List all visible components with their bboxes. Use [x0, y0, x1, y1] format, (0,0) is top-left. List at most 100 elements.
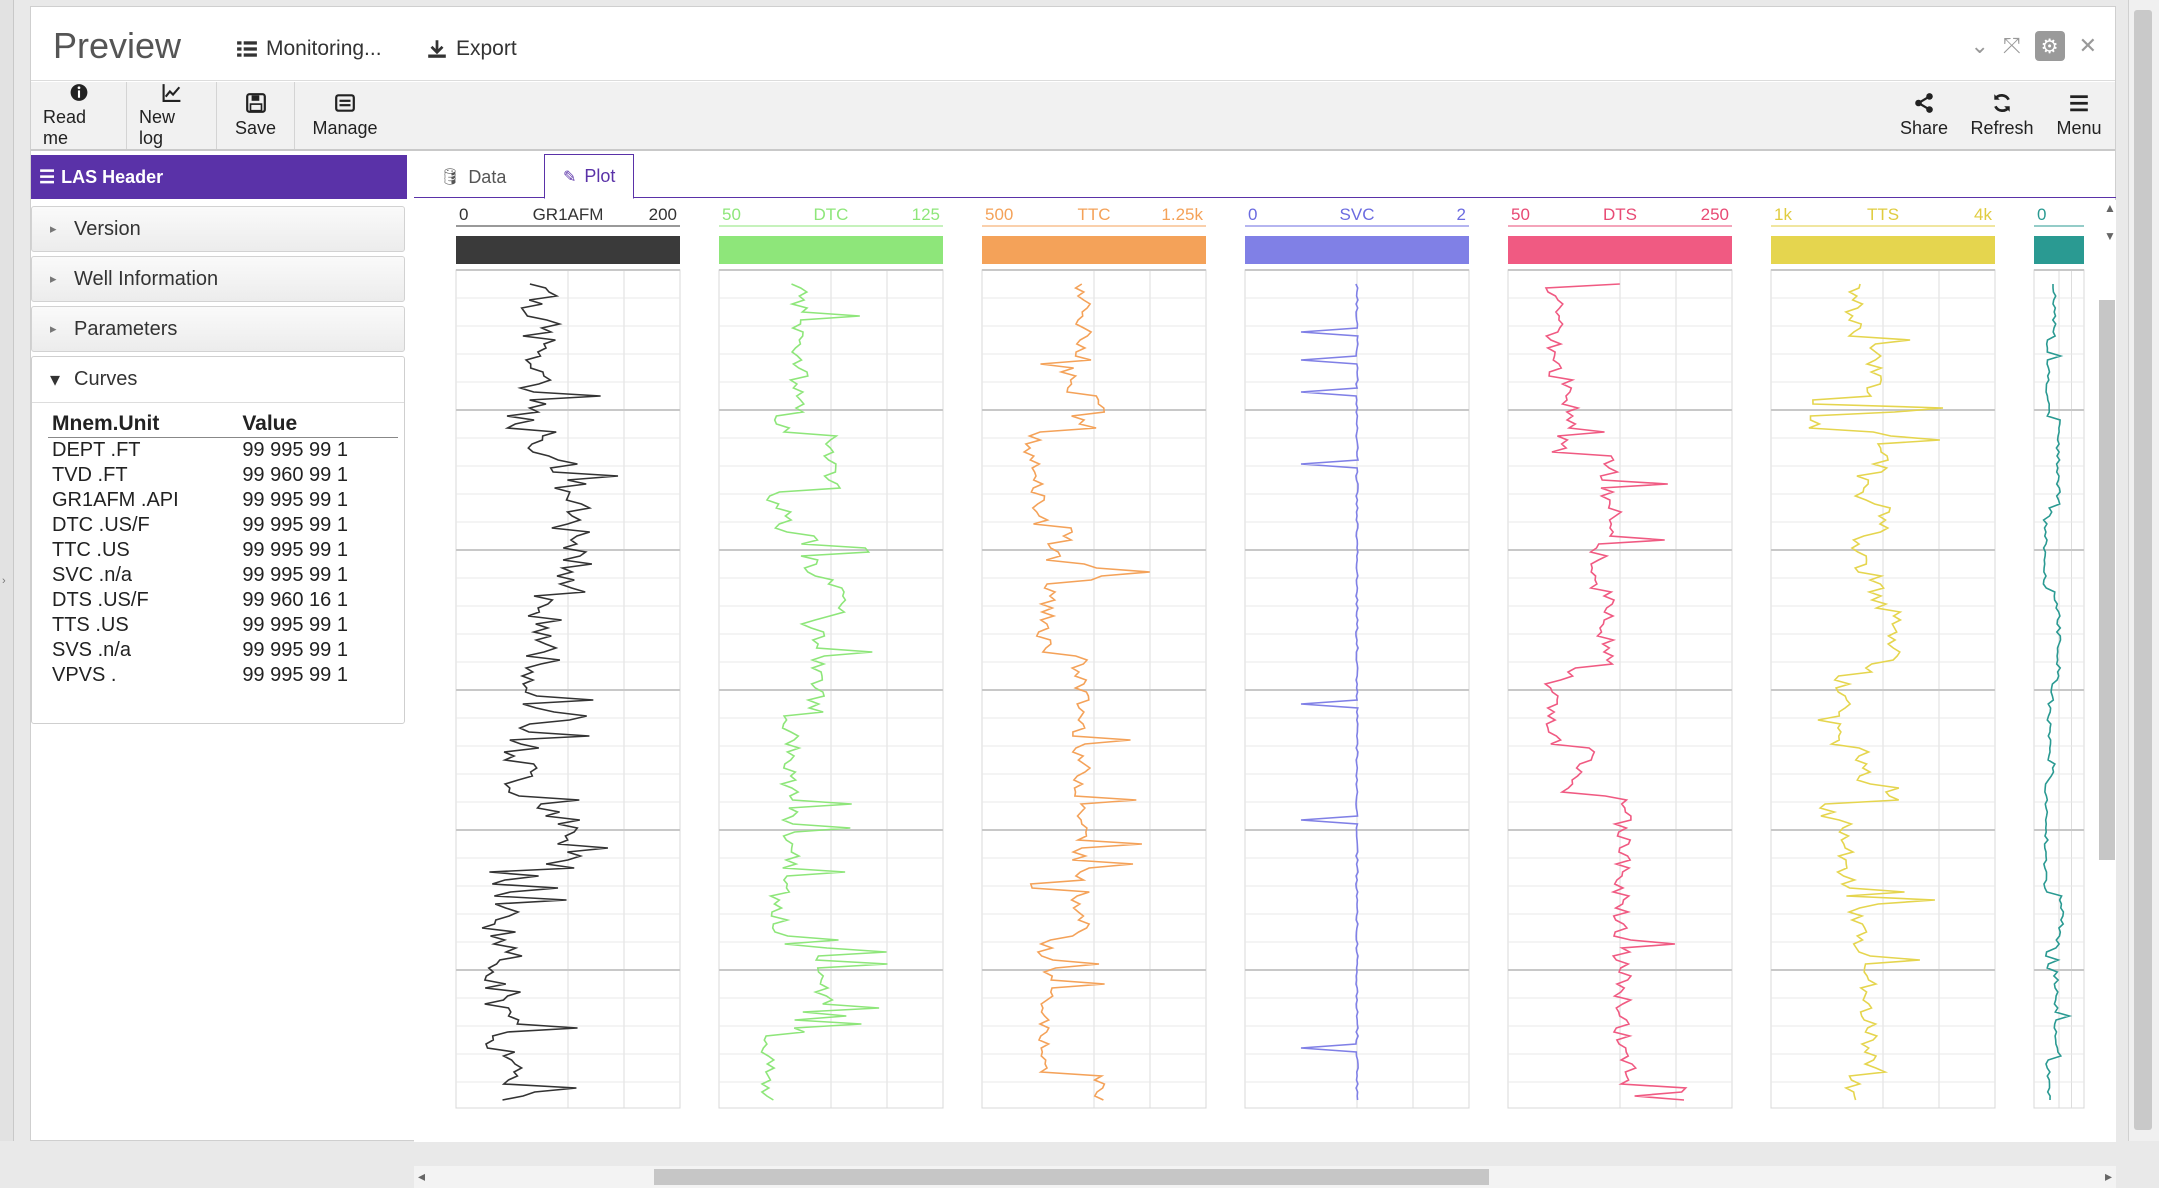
monitoring-label: Monitoring...: [266, 37, 382, 60]
read-me-button[interactable]: Read me: [31, 82, 127, 149]
value-cell: 99 995 99 1: [242, 664, 348, 686]
accordion-version[interactable]: ▸ Version: [31, 206, 405, 252]
read-me-label: Read me: [43, 107, 87, 148]
track-max-label: 2: [1457, 205, 1466, 224]
mnem-cell: TTS .US: [52, 614, 129, 636]
track-color-band: [1508, 236, 1732, 264]
hamburger-icon: [2070, 95, 2088, 112]
new-log-button[interactable]: New log: [127, 82, 217, 149]
track-max-label: 4k: [1974, 205, 1992, 224]
las-header-title: LAS Header: [61, 166, 164, 187]
track-name-label: DTS: [1603, 205, 1637, 224]
page-scrollbar[interactable]: [2128, 0, 2159, 1141]
mnem-cell: DTS .US/F: [52, 589, 149, 611]
track-color-band: [719, 236, 943, 264]
refresh-icon: [1994, 94, 2010, 112]
content-area: 🛢 Data ✎ Plot 0 GR1AFM 200 50 DTC 125 500 TTC 1.…: [414, 152, 2116, 1188]
chevron-down-icon[interactable]: ⌄: [1970, 33, 1989, 58]
track-min-label: 0: [2037, 205, 2046, 224]
accordion-well-information[interactable]: ▸ Well Information: [31, 256, 405, 302]
accordion-label: Curves: [74, 368, 138, 390]
track-dts: 50 DTS 250: [1507, 205, 1733, 1109]
track-name-label: GR1AFM: [533, 205, 604, 224]
page-scroll-thumb[interactable]: [2134, 10, 2152, 1130]
refresh-label: Refresh: [1970, 118, 2034, 138]
save-button[interactable]: Save: [217, 82, 295, 149]
track-color-band: [982, 236, 1206, 264]
log-plot[interactable]: 0 GR1AFM 200 50 DTC 125 500 TTC 1.25k 0 SVC 2 50 DTS 2…: [414, 200, 2116, 1188]
scroll-down-icon: ▼: [2104, 229, 2116, 243]
caret-down-icon: ▾: [50, 369, 61, 391]
tab-label: Plot: [584, 166, 616, 186]
floppy-icon: [245, 93, 266, 113]
monitoring-link[interactable]: Monitoring...: [236, 37, 382, 61]
accordion-label: Version: [74, 217, 141, 240]
value-cell: 99 960 16 1: [242, 589, 348, 611]
value-cell: 99 960 99 1: [242, 464, 348, 486]
tab-label: Data: [468, 166, 507, 187]
mnem-cell: DTC .US/F: [52, 514, 150, 536]
table-row: DTS .US/F 99 960 16 1: [48, 588, 398, 613]
accordion-parameters[interactable]: ▸ Parameters: [31, 306, 405, 352]
scroll-right-icon[interactable]: ▸: [2104, 1168, 2112, 1184]
download-icon: [428, 40, 446, 58]
export-link[interactable]: Export: [426, 37, 517, 61]
save-label: Save: [234, 118, 277, 138]
scroll-left-icon[interactable]: ◂: [418, 1168, 426, 1184]
track-color-band: [1771, 236, 1995, 264]
mnem-cell: GR1AFM .API: [52, 489, 179, 511]
track-dtc: 50 DTC 125: [718, 205, 944, 1109]
track-min-label: 0: [1248, 205, 1257, 224]
mnem-cell: SVC .n/a: [52, 564, 133, 586]
book-icon: ✎: [563, 168, 577, 186]
track-min-label: 500: [985, 205, 1013, 224]
list-icon: [237, 41, 257, 57]
menu-button[interactable]: Menu: [2043, 82, 2115, 149]
table-row: GR1AFM .API 99 995 99 1: [48, 488, 398, 513]
refresh-button[interactable]: Refresh: [1961, 82, 2043, 149]
curves-table: Mnem.Unit Value DEPT .FT 99 995 99 1 TVD .…: [48, 412, 398, 688]
accordion-label: Well Information: [74, 267, 219, 290]
horizontal-scrollbar[interactable]: ◂ ▸: [414, 1166, 2116, 1188]
toolbar: Read me New log Save Manage Share Refres…: [31, 82, 2115, 151]
collapse-grip-icon[interactable]: ›: [2, 575, 6, 587]
value-cell: 99 995 99 1: [242, 514, 348, 536]
manage-button[interactable]: Manage: [295, 82, 395, 149]
mnem-cell: TTC .US: [52, 539, 130, 561]
table-row: VPVS . 99 995 99 1: [48, 663, 398, 688]
tab-data[interactable]: 🛢 Data: [422, 156, 524, 198]
value-cell: 99 995 99 1: [242, 564, 348, 586]
close-icon[interactable]: ✕: [2078, 33, 2097, 58]
accordion-curves[interactable]: ▾ Curves: [32, 357, 404, 403]
v-scroll-thumb: [2099, 300, 2115, 860]
gear-icon[interactable]: ⚙: [2034, 31, 2065, 61]
caret-right-icon: ▸: [50, 221, 57, 236]
value-cell: 99 995 99 1: [242, 539, 348, 561]
track-min-label: 1k: [1774, 205, 1792, 224]
track-max-label: 250: [1701, 205, 1729, 224]
share-button[interactable]: Share: [1887, 82, 1961, 149]
track-color-band: [1245, 236, 1469, 264]
accordion-label: Parameters: [74, 317, 178, 340]
track-color-band: [2034, 236, 2084, 264]
track-gr1afm: 0 GR1AFM 200: [455, 205, 681, 1109]
track-svc: 0 SVC 2: [1244, 205, 1470, 1109]
log-curve: [1300, 283, 1360, 1101]
track-name-label: TTS: [1867, 205, 1899, 224]
las-header-bar[interactable]: ☰ LAS Header: [31, 155, 407, 199]
window-edge-left: ›: [0, 0, 14, 1141]
scroll-thumb[interactable]: [654, 1169, 1489, 1185]
share-icon: [1915, 93, 1933, 113]
curves-section: ▾ Curves Mnem.Unit Value DEPT .FT 99 995 …: [31, 356, 405, 724]
tab-plot[interactable]: ✎ Plot: [544, 154, 635, 199]
expand-icon[interactable]: ⤧: [2002, 33, 2021, 58]
track-extra: 0: [2033, 205, 2085, 1109]
table-row: DTC .US/F 99 995 99 1: [48, 513, 398, 538]
track-min-label: 50: [1511, 205, 1530, 224]
tab-bar: 🛢 Data ✎ Plot: [414, 152, 2116, 199]
value-cell: 99 995 99 1: [242, 489, 348, 511]
value-cell: 99 995 99 1: [242, 614, 348, 636]
value-cell: 99 995 99 1: [242, 639, 348, 661]
title-bar: Preview Monitoring... Export ⌄ ⤧ ⚙ ✕: [31, 7, 2115, 81]
log-plot-svg: 0 GR1AFM 200 50 DTC 125 500 TTC 1.25k 0 SVC 2 50 DTS 2…: [455, 201, 2116, 1109]
